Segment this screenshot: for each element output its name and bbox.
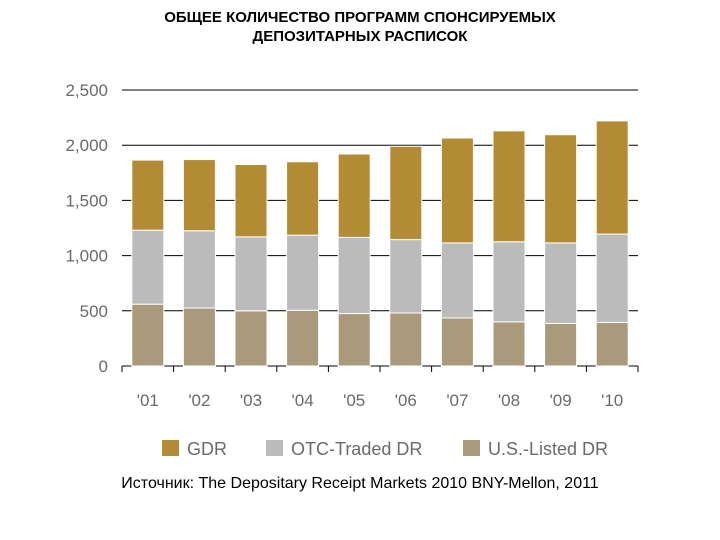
y-tick-label: 1,500 [65,191,108,210]
bar-segment [389,312,423,367]
bar-segment [595,321,629,367]
chart-title-line-2: ДЕПОЗИТАРНЫХ РАСПИСОК [252,28,468,45]
x-tick-label: '07 [446,391,468,410]
bar-segment [595,120,629,235]
bar-segment [131,159,165,231]
y-tick-label: 2,000 [65,136,108,155]
stacked-bar-chart: 0 500 1,000 1,500 2,000 2,500 '01 '02 '03 '04 '05 '… [65,81,639,459]
x-tick-label: '06 [395,391,417,410]
x-tick-label: '02 [188,391,210,410]
legend-label: GDR [187,439,227,459]
bar-segment [544,322,578,367]
bar-segment [595,233,629,323]
bar-segment [544,242,578,324]
bar-segment [440,242,474,319]
chart-title: ОБЩЕЕ КОЛИЧЕСТВО ПРОГРАММ СПОНСИРУЕМЫХ Д… [60,8,660,46]
chart-title-line-1: ОБЩЕЕ КОЛИЧЕСТВО ПРОГРАММ СПОНСИРУЕМЫХ [164,9,556,26]
y-tick-label: 0 [99,357,108,376]
bar-segment [182,230,216,309]
y-tick-label: 500 [80,302,108,321]
bar-segment [234,236,268,312]
bar-segment [492,241,526,323]
bar-segment [286,309,320,367]
bar-segment [492,321,526,367]
bar-segment [440,317,474,367]
legend-swatch [162,440,179,456]
bar-segment [337,236,371,315]
bar-segment [337,313,371,367]
legend-label: OTC-Traded DR [291,439,422,459]
bar-segment [182,159,216,232]
x-tick-label: '03 [240,391,262,410]
bar-segment [286,234,320,311]
x-tick-label: '09 [550,391,572,410]
x-tick-label: '10 [601,391,623,410]
y-tick-label: 2,500 [65,81,108,100]
bar-segment [131,229,165,305]
bar-segment [286,161,320,236]
bar-segment [389,239,423,314]
bar-segment [131,303,165,367]
y-tick-label: 1,000 [65,247,108,266]
bar-segment [440,137,474,244]
bar-segment [234,310,268,367]
source-note: Источник: The Depositary Receipt Markets… [121,475,599,492]
bar-segment [492,130,526,243]
x-tick-label: '04 [292,391,314,410]
legend-swatch [463,440,480,456]
x-tick-label: '05 [343,391,365,410]
bar-segment [544,134,578,244]
bar-segment [182,307,216,367]
legend-label: U.S.-Listed DR [488,439,608,459]
legend-swatch [266,440,283,456]
x-tick-label: '01 [137,391,159,410]
bar-segment [234,164,268,238]
x-tick-label: '08 [498,391,520,410]
bar-segment [389,145,423,241]
bar-segment [337,153,371,238]
